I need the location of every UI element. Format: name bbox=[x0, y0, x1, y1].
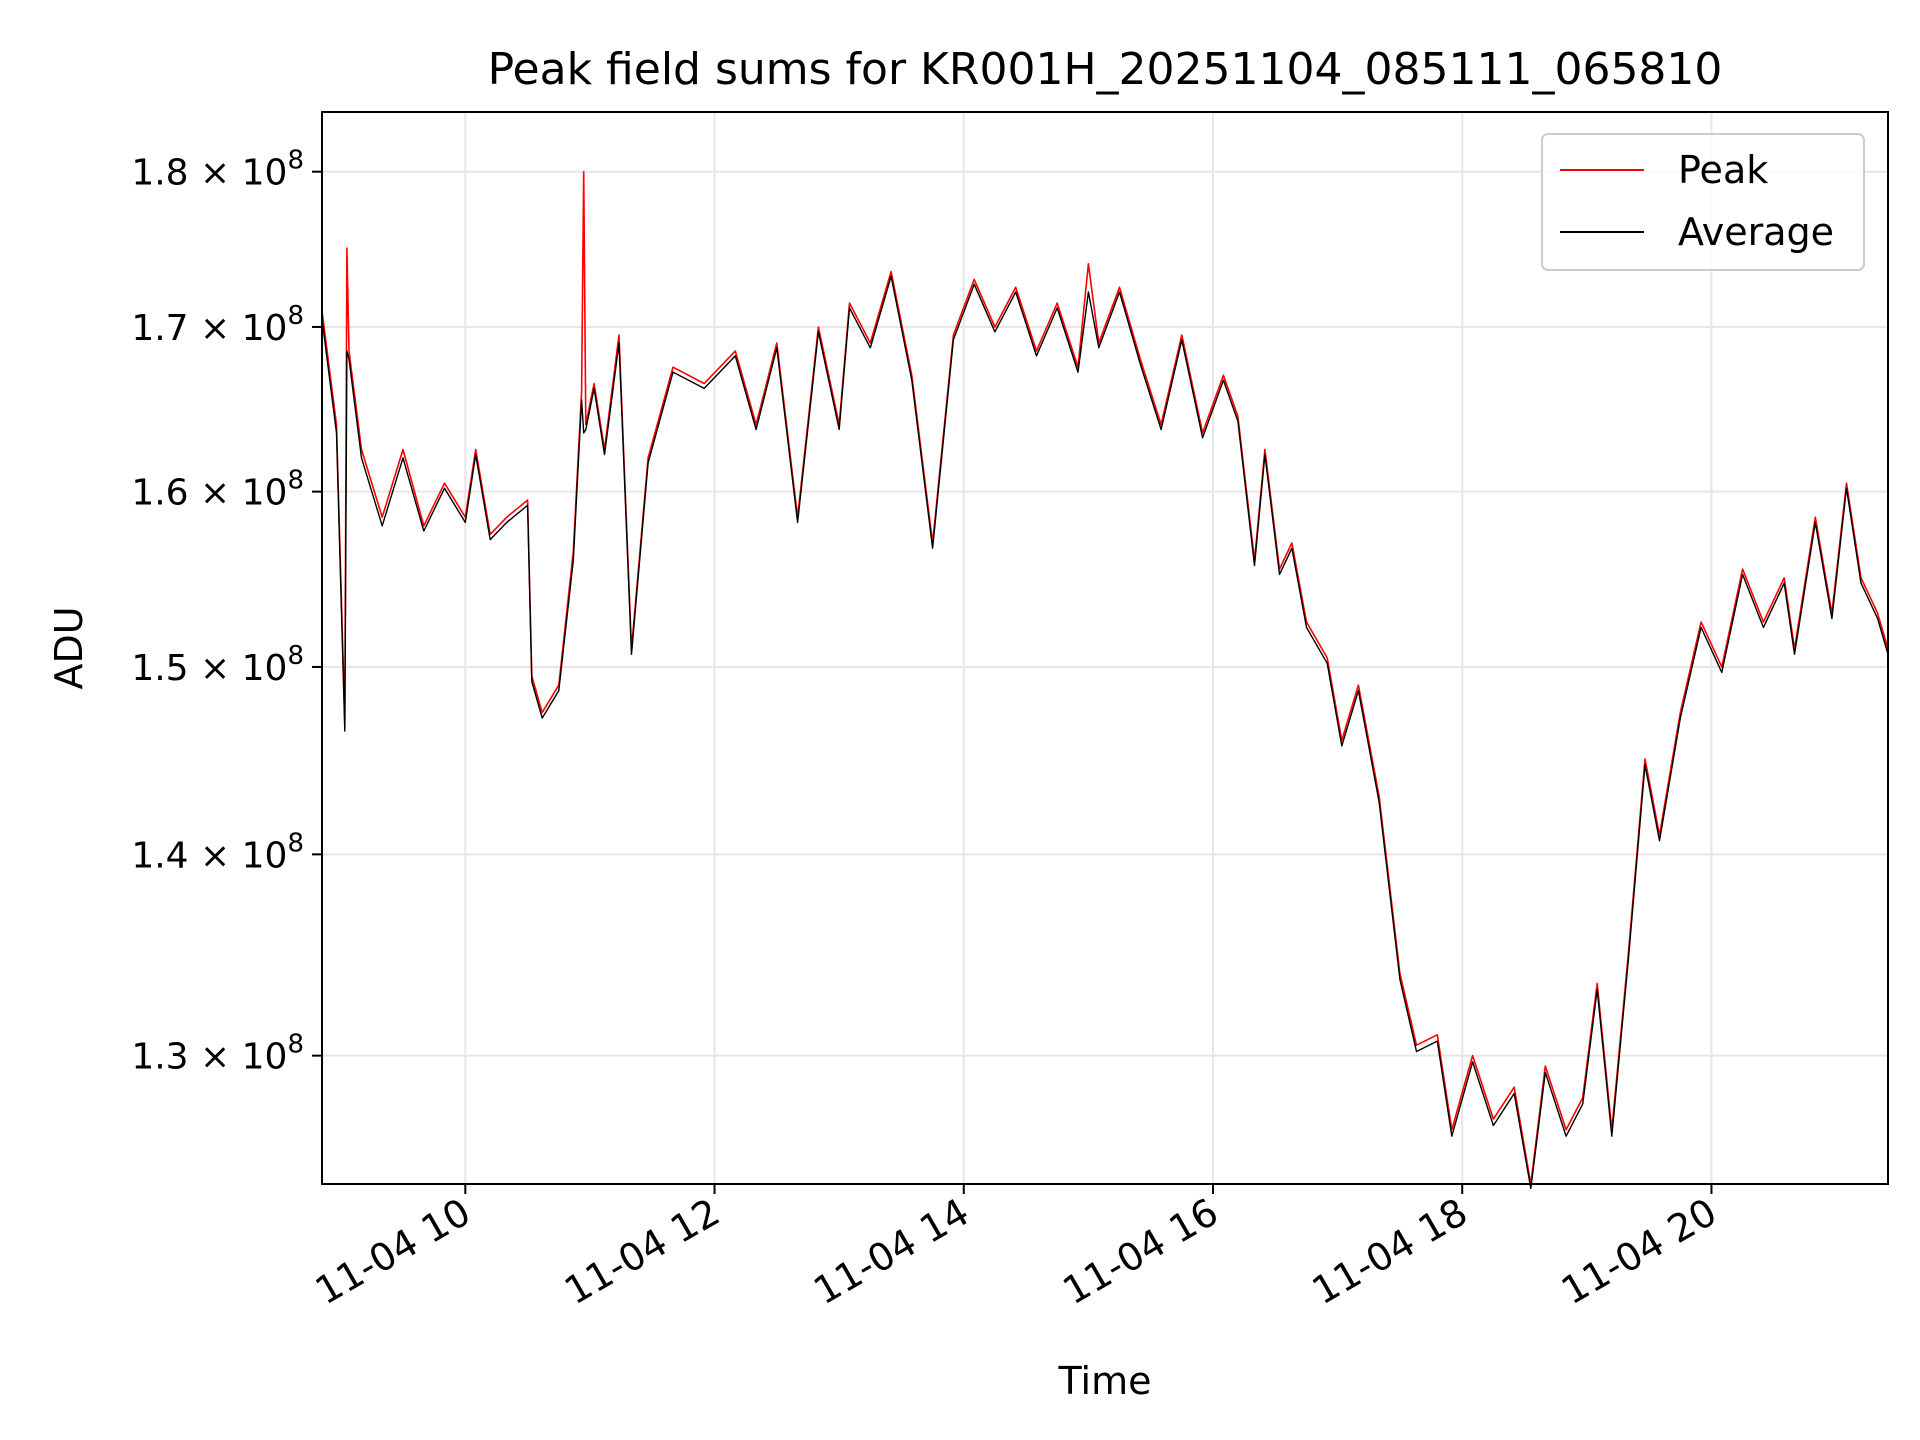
legend: Peak Average bbox=[1541, 133, 1865, 271]
plot-area-frame bbox=[321, 111, 1889, 1185]
y-tick-mantissa: 1.6 bbox=[131, 473, 188, 514]
y-tick-label: 1.8 × 108 bbox=[131, 146, 304, 194]
series-line-average bbox=[321, 275, 1889, 1190]
y-tick-exponent: 8 bbox=[287, 146, 304, 176]
y-tick-exponent: 8 bbox=[287, 1030, 304, 1060]
y-tick-times-ten: × 10 bbox=[189, 153, 288, 194]
legend-box bbox=[1541, 133, 1865, 271]
x-axis-label: Time bbox=[1058, 1359, 1152, 1403]
y-tick-label: 1.7 × 108 bbox=[131, 301, 304, 349]
legend-label-average: Average bbox=[1678, 210, 1834, 254]
y-tick-times-ten: × 10 bbox=[189, 835, 288, 876]
y-tick-mantissa: 1.3 bbox=[131, 1037, 188, 1078]
chart-title: Peak field sums for KR001H_20251104_0851… bbox=[488, 44, 1723, 95]
series-layer bbox=[321, 170, 1889, 1190]
y-tick-exponent: 8 bbox=[287, 828, 304, 858]
y-tick-label: 1.4 × 108 bbox=[131, 828, 304, 876]
y-tick-label: 1.5 × 108 bbox=[131, 641, 304, 689]
legend-label-peak: Peak bbox=[1678, 148, 1768, 192]
y-tick-label: 1.6 × 108 bbox=[131, 466, 304, 514]
y-tick-mantissa: 1.8 bbox=[131, 153, 188, 194]
y-tick-exponent: 8 bbox=[287, 301, 304, 331]
y-tick-times-ten: × 10 bbox=[189, 1037, 288, 1078]
y-tick-times-ten: × 10 bbox=[189, 648, 288, 689]
y-tick-mantissa: 1.7 bbox=[131, 308, 188, 349]
y-tick-exponent: 8 bbox=[287, 466, 304, 496]
y-axis-label: ADU bbox=[47, 606, 91, 689]
y-tick-times-ten: × 10 bbox=[189, 308, 288, 349]
x-gridlines bbox=[464, 112, 1713, 1184]
y-tick-label: 1.3 × 108 bbox=[131, 1030, 304, 1078]
y-tick-exponent: 8 bbox=[287, 641, 304, 671]
y-tick-mantissa: 1.4 bbox=[131, 835, 188, 876]
y-tick-times-ten: × 10 bbox=[189, 473, 288, 514]
y-tick-mantissa: 1.5 bbox=[131, 648, 188, 689]
